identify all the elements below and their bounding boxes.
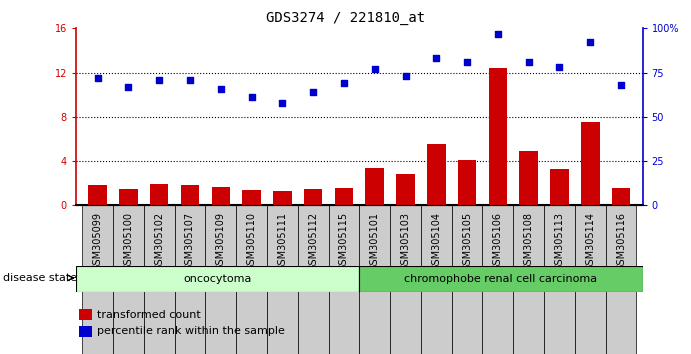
Point <box>184 77 196 82</box>
FancyBboxPatch shape <box>236 205 267 354</box>
FancyBboxPatch shape <box>113 205 144 354</box>
Bar <box>304 189 323 205</box>
Point <box>123 84 134 90</box>
FancyBboxPatch shape <box>575 205 606 354</box>
Point <box>430 56 442 61</box>
FancyBboxPatch shape <box>76 266 359 292</box>
FancyBboxPatch shape <box>175 205 205 354</box>
Text: GDS3274 / 221810_at: GDS3274 / 221810_at <box>266 11 425 25</box>
Bar <box>79 309 92 320</box>
Bar <box>581 122 600 205</box>
Text: oncocytoma: oncocytoma <box>184 274 252 284</box>
FancyBboxPatch shape <box>359 205 390 354</box>
Bar <box>489 68 507 205</box>
Point <box>585 40 596 45</box>
FancyBboxPatch shape <box>328 205 359 354</box>
Bar <box>88 185 107 205</box>
Point <box>277 100 288 105</box>
Point <box>554 64 565 70</box>
Bar <box>273 191 292 205</box>
Text: percentile rank within the sample: percentile rank within the sample <box>97 326 285 336</box>
Bar <box>427 144 446 205</box>
FancyBboxPatch shape <box>482 205 513 354</box>
Point <box>493 31 504 36</box>
Point <box>153 77 164 82</box>
FancyBboxPatch shape <box>205 205 236 354</box>
Text: chromophobe renal cell carcinoma: chromophobe renal cell carcinoma <box>404 274 598 284</box>
FancyBboxPatch shape <box>359 266 643 292</box>
FancyBboxPatch shape <box>606 205 636 354</box>
Point <box>400 73 411 79</box>
Bar <box>150 184 169 205</box>
Point <box>523 59 534 65</box>
FancyBboxPatch shape <box>452 205 482 354</box>
FancyBboxPatch shape <box>513 205 544 354</box>
FancyBboxPatch shape <box>390 205 421 354</box>
Bar <box>334 188 353 205</box>
Bar <box>458 160 476 205</box>
Text: transformed count: transformed count <box>97 310 200 320</box>
Point <box>339 80 350 86</box>
Point <box>307 89 319 95</box>
FancyBboxPatch shape <box>267 205 298 354</box>
Bar <box>550 169 569 205</box>
Bar <box>181 185 199 205</box>
FancyBboxPatch shape <box>421 205 452 354</box>
Bar <box>119 189 138 205</box>
FancyBboxPatch shape <box>544 205 575 354</box>
Bar <box>366 168 384 205</box>
Bar <box>211 187 230 205</box>
FancyBboxPatch shape <box>298 205 328 354</box>
Point <box>215 86 226 91</box>
Bar <box>243 190 261 205</box>
Point <box>246 95 257 100</box>
FancyBboxPatch shape <box>144 205 175 354</box>
Point <box>462 59 473 65</box>
Bar <box>612 188 630 205</box>
FancyBboxPatch shape <box>82 205 113 354</box>
Bar <box>79 326 92 337</box>
Point <box>92 75 103 81</box>
Bar <box>520 151 538 205</box>
Text: disease state: disease state <box>3 273 77 283</box>
Bar <box>396 175 415 205</box>
Point <box>616 82 627 88</box>
Point <box>369 66 380 72</box>
